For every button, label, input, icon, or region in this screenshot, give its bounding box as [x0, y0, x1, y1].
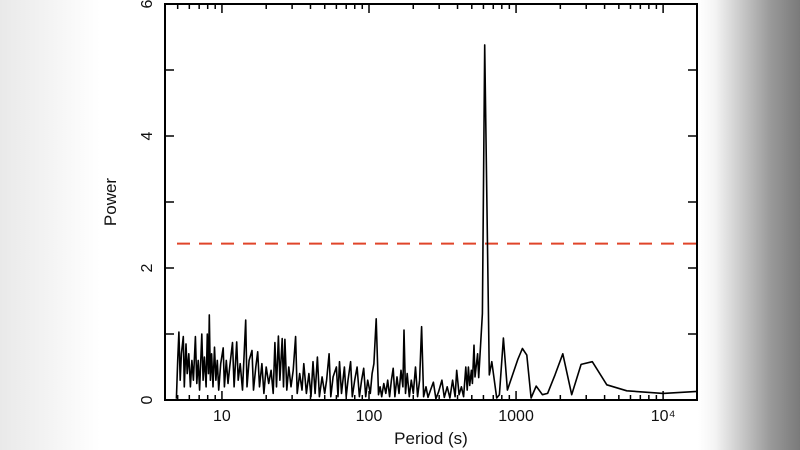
y-tick-label: 6 [139, 0, 156, 8]
x-tick-label: 100 [356, 408, 383, 425]
x-tick-label: 10⁴ [651, 408, 676, 425]
tick-labels: 10 100 1000 10⁴ 0 2 4 6 [139, 0, 676, 425]
x-tick-label: 10 [213, 408, 231, 425]
power-series-line [175, 44, 698, 400]
x-axis-label: Period (s) [394, 429, 468, 448]
y-axis-label: Power [101, 178, 120, 227]
y-tick-label: 2 [139, 263, 156, 272]
x-tick-label: 1000 [498, 408, 534, 425]
y-tick-label: 4 [139, 131, 156, 140]
plot-frame [164, 3, 698, 401]
y-tick-label: 0 [139, 395, 156, 404]
